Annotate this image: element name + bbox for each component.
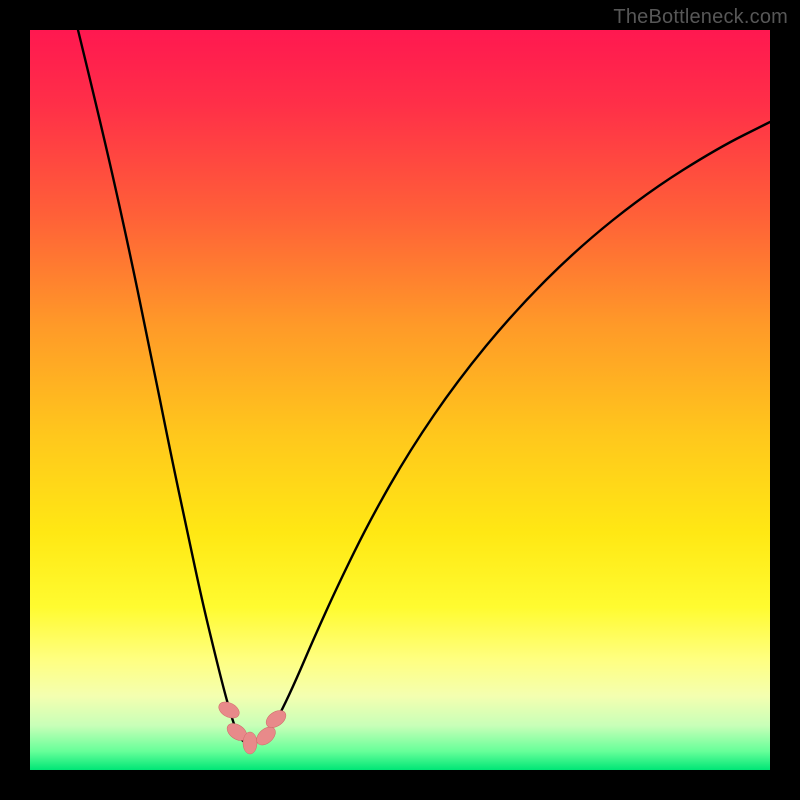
curve-marker: [243, 732, 257, 754]
curve-layer: [30, 30, 770, 770]
curve-markers: [216, 699, 289, 754]
bottleneck-curve: [78, 30, 770, 743]
curve-marker: [216, 699, 242, 722]
plot-area: [30, 30, 770, 770]
watermark-text: TheBottleneck.com: [613, 6, 788, 29]
chart-frame: TheBottleneck.com: [0, 0, 800, 800]
